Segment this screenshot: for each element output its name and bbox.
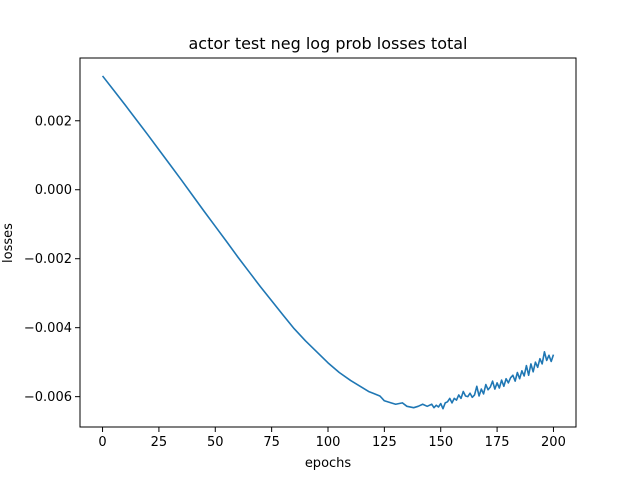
y-axis-label: losses [1, 223, 16, 263]
y-tick-label: −0.006 [24, 390, 72, 405]
series-line [101, 75, 555, 410]
y-tick-label: 0.002 [35, 114, 72, 129]
chart-title: actor test neg log prob losses total [188, 34, 467, 53]
x-axis-label: epochs [305, 456, 352, 471]
x-tick-label: 200 [541, 435, 566, 450]
x-tick-label: 150 [428, 435, 453, 450]
x-tick-label: 0 [98, 435, 106, 450]
x-tick-label: 100 [316, 435, 341, 450]
x-tick-label: 75 [263, 435, 280, 450]
x-tick-label: 125 [372, 435, 397, 450]
y-axis: 0.002 0.000 −0.002 −0.004 −0.006 [24, 114, 80, 405]
x-tick-label: 50 [207, 435, 224, 450]
x-axis: 0 25 50 75 100 125 150 175 200 [98, 427, 566, 450]
y-tick-label: −0.002 [24, 252, 72, 267]
x-tick-label: 175 [485, 435, 510, 450]
x-tick-label: 25 [151, 435, 168, 450]
y-tick-label: 0.000 [35, 183, 72, 198]
y-tick-label: −0.004 [24, 321, 72, 336]
